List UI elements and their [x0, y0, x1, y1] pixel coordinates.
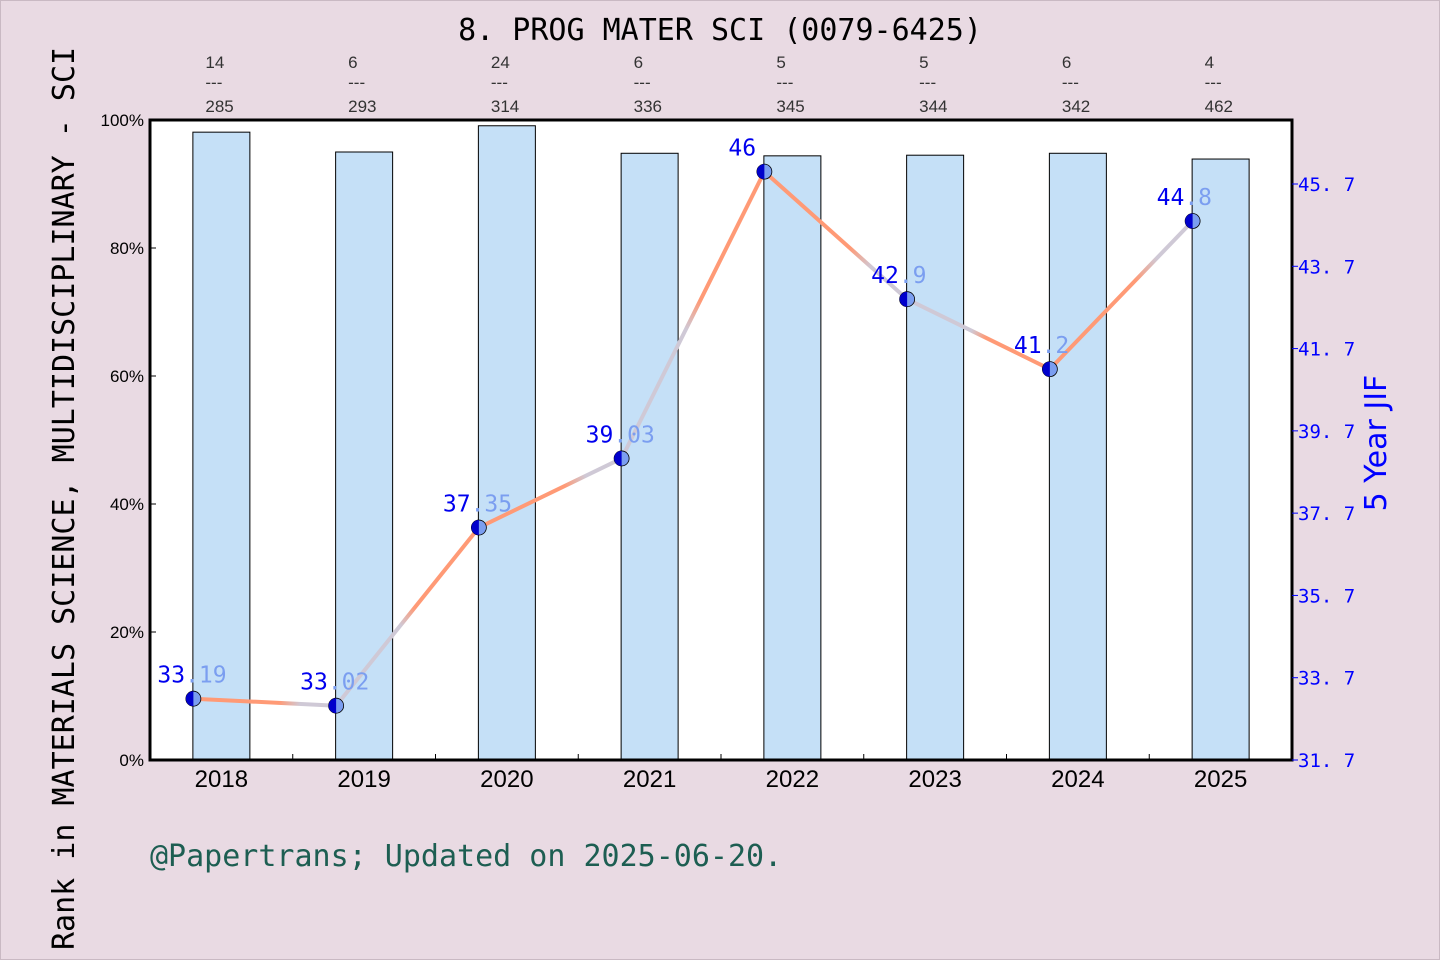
x-tick-label: 2023	[908, 766, 961, 793]
jif-line-segment	[476, 456, 624, 530]
y-tick-label: 20%	[110, 623, 144, 642]
y-tick-label: 0%	[119, 751, 144, 770]
rank-label: 6	[1062, 53, 1071, 72]
rank-separator: ---	[491, 73, 508, 92]
chart-title: 8. PROG MATER SCI (0079-6425)	[458, 13, 982, 48]
rank-label: 24	[491, 53, 510, 72]
rank-separator: ---	[634, 73, 651, 92]
footer-text: @Papertrans; Updated on 2025-06-20.	[150, 839, 782, 874]
bar-2021	[620, 152, 679, 761]
jif-line-segment	[1047, 219, 1195, 372]
rank-total: 285	[205, 97, 233, 116]
y2-tick-label: 43. 7	[1298, 256, 1355, 278]
rank-total: 342	[1062, 97, 1090, 116]
rank-total: 314	[491, 97, 519, 116]
rank-separator: ---	[205, 73, 222, 92]
y2-tick-label: 31. 7	[1298, 750, 1355, 772]
bar-2018	[192, 131, 251, 761]
jif-point-2025	[1184, 213, 1201, 229]
jif-value-label: 41.2	[1014, 333, 1069, 359]
y2-tick-label: 41. 7	[1298, 339, 1355, 361]
jif-point-2020	[470, 519, 487, 536]
y-tick-label: 100%	[101, 111, 144, 130]
rank-separator: ---	[1062, 73, 1079, 92]
jif-line-segment	[619, 169, 767, 461]
jif-value-label: 44.8	[1157, 185, 1212, 211]
y2-axis-label: 5 Year JIF	[1359, 375, 1394, 512]
jif-line-segment	[762, 169, 910, 302]
rank-label: 6	[348, 53, 357, 72]
rank-separator: ---	[1205, 73, 1222, 92]
rank-label: 5	[776, 53, 785, 72]
y-tick-label: 80%	[110, 239, 144, 258]
y2-tick-label: 35. 7	[1298, 585, 1355, 607]
x-tick-label: 2024	[1051, 766, 1104, 793]
rank-total: 345	[776, 97, 804, 116]
y-tick-label: 60%	[110, 367, 144, 386]
jif-point-2022	[756, 163, 773, 180]
jif-point-2021	[613, 450, 630, 467]
y-axis-label: Rank in MATERIALS SCIENCE, MULTIDISCIPLI…	[47, 47, 82, 950]
jif-value-label: 39.03	[586, 422, 655, 448]
jif-point-2019	[328, 697, 345, 714]
jif-line-segment	[334, 525, 481, 708]
x-tick-label: 2021	[623, 766, 676, 793]
rank-separator: ---	[776, 73, 793, 92]
rank-total: 344	[919, 97, 947, 116]
y-tick-label: 40%	[110, 495, 144, 514]
bar-2022	[763, 155, 822, 761]
jif-value-label: 33.02	[300, 670, 369, 696]
rank-total: 293	[348, 97, 376, 116]
x-tick-label: 2020	[480, 766, 533, 793]
jif-line-segment	[191, 696, 339, 708]
y2-tick-label: 33. 7	[1298, 668, 1355, 690]
rank-label: 5	[919, 53, 928, 72]
jif-value-label: 37.35	[443, 492, 512, 518]
bar-2020	[477, 125, 536, 761]
y2-tick-label: 39. 7	[1298, 421, 1355, 443]
x-tick-label: 2018	[195, 766, 248, 793]
rank-label: 6	[634, 53, 643, 72]
bar-2024	[1048, 152, 1107, 761]
jif-point-2018	[185, 690, 202, 707]
jif-value-label: 33.19	[157, 663, 226, 689]
plot-area	[150, 120, 1292, 760]
rank-label: 14	[205, 53, 224, 72]
x-tick-label: 2019	[337, 766, 390, 793]
y2-tick-label: 45. 7	[1298, 174, 1355, 196]
bar-2025	[1191, 158, 1250, 761]
jif-value-label: 42.9	[871, 263, 926, 289]
x-tick-label: 2022	[766, 766, 819, 793]
rank-total: 336	[634, 97, 662, 116]
jif-point-2023	[899, 291, 916, 308]
bar-2023	[906, 154, 965, 761]
jif-value-label: 46	[728, 136, 756, 162]
x-tick-label: 2025	[1194, 766, 1247, 793]
jif-point-2024	[1041, 361, 1058, 378]
rank-total: 462	[1205, 97, 1233, 116]
jif-line-segment	[905, 297, 1052, 372]
rank-separator: ---	[919, 73, 936, 92]
bar-2019	[335, 151, 394, 761]
rank-label: 4	[1205, 53, 1214, 72]
rank-separator: ---	[348, 73, 365, 92]
y2-tick-label: 37. 7	[1298, 503, 1355, 525]
